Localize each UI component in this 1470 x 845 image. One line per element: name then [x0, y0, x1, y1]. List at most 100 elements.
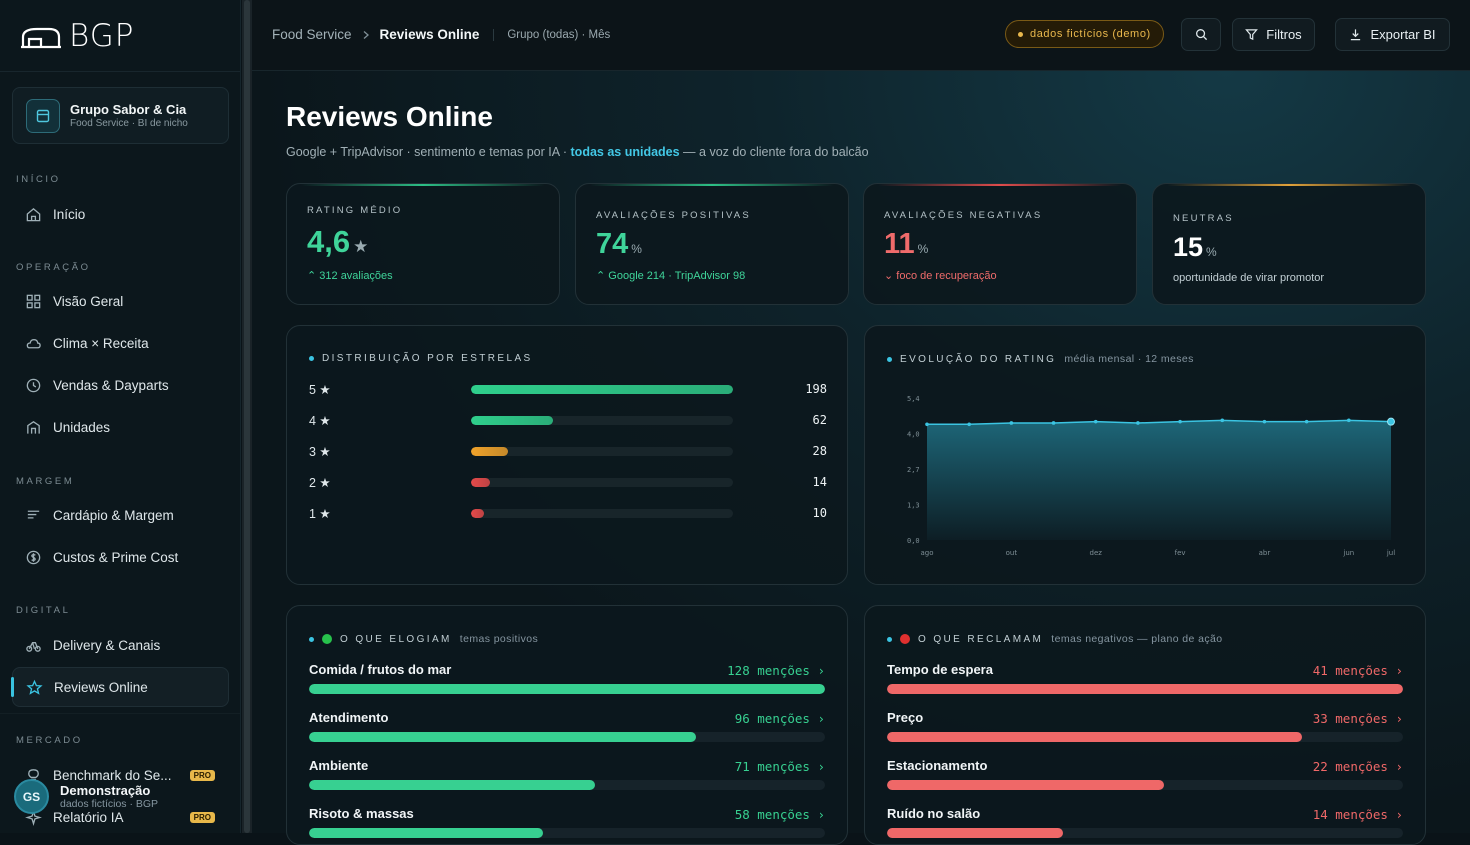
- star-row-count: 14: [812, 475, 827, 489]
- card-title-text: O QUE RECLAMAM: [918, 633, 1044, 645]
- kpi-value: 15%: [1173, 232, 1217, 263]
- sidebar-item-label: Clima × Receita: [53, 335, 149, 351]
- y-tick-label: 4,0: [907, 431, 920, 439]
- filters-button[interactable]: Filtros: [1232, 18, 1315, 51]
- rating-point: [1051, 421, 1056, 425]
- star-row: 2 ★ 14: [309, 475, 827, 490]
- star-bar: [471, 478, 490, 487]
- theme-bar: [309, 780, 596, 790]
- theme-row[interactable]: Ambiente 71 menções ›: [309, 758, 825, 794]
- kpi-note-text: foco de recuperação: [896, 270, 997, 282]
- theme-name: Atendimento: [309, 710, 389, 725]
- sidebar-item-label: Reviews Online: [54, 679, 148, 695]
- subtitle-scope-link[interactable]: todas as unidades: [570, 145, 680, 159]
- sidebar-item-label: Relatório IA: [53, 809, 124, 825]
- rating-evolution-card: EVOLUÇÃO DO RATING média mensal · 12 mese…: [864, 325, 1426, 585]
- user-name: Demonstração: [60, 783, 155, 798]
- star-row-label: 1 ★: [309, 507, 331, 521]
- card-subtitle: temas positivos: [459, 633, 539, 645]
- sidebar-item-label: Início: [53, 206, 86, 222]
- star-distribution-card: DISTRIBUIÇÃO POR ESTRELAS 5 ★ 198 4 ★ 62 3 ★…: [286, 325, 848, 585]
- kpi-value-number: 4,6: [307, 224, 351, 259]
- green-circle-icon: [322, 634, 332, 644]
- star-bar-track: [471, 478, 733, 487]
- red-circle-icon: [900, 634, 910, 644]
- theme-count[interactable]: 33 menções ›: [1312, 711, 1403, 726]
- theme-bar: [887, 732, 1303, 742]
- breadcrumb-parent[interactable]: Food Service: [272, 27, 352, 42]
- section-digital: DIGITAL: [16, 605, 71, 616]
- y-tick-label: 2,7: [907, 466, 920, 474]
- theme-bar: [309, 684, 825, 694]
- theme-bar-track: [309, 828, 825, 838]
- rating-point: [1093, 419, 1098, 424]
- card-title: EVOLUÇÃO DO RATING média mensal · 12 mese…: [887, 353, 1194, 365]
- kpi-note: ⌃ 312 avaliações: [307, 270, 393, 282]
- dot-icon: [1018, 31, 1023, 37]
- sidebar-item-label: Custos & Prime Cost: [53, 549, 179, 565]
- theme-row[interactable]: Risoto & massas 58 menções ›: [309, 806, 825, 842]
- theme-row[interactable]: Comida / frutos do mar 128 menções ›: [309, 662, 825, 698]
- star-row: 3 ★ 28: [309, 444, 827, 459]
- theme-row[interactable]: Tempo de espera 41 menções ›: [887, 662, 1403, 698]
- sidebar-scrollbar[interactable]: [242, 0, 252, 833]
- kpi-value: 11%: [884, 228, 928, 261]
- sidebar-item-relatorio[interactable]: Relatório IA PRO: [12, 797, 229, 833]
- search-button[interactable]: [1181, 18, 1221, 51]
- sidebar-item-inicio[interactable]: Início: [12, 194, 229, 234]
- kpi-note-text: 312 avaliações: [319, 270, 393, 282]
- sidebar-item-cardapio[interactable]: Cardápio & Margem: [12, 495, 229, 535]
- section-margem: MARGEM: [16, 476, 75, 487]
- dot-icon: [887, 356, 892, 362]
- theme-count[interactable]: 58 menções ›: [734, 807, 825, 822]
- kpi-value: 4,6 ★: [307, 224, 368, 260]
- card-title: O QUE ELOGIAM temas positivos: [309, 633, 538, 645]
- org-switcher[interactable]: Grupo Sabor & Cia Food Service · BI de n…: [12, 87, 229, 144]
- y-tick-label: 0,0: [907, 537, 920, 545]
- sidebar-item-custos[interactable]: Custos & Prime Cost: [12, 537, 229, 577]
- kpi-label: AVALIAÇÕES POSITIVAS: [596, 210, 751, 221]
- theme-name: Preço: [887, 710, 924, 725]
- export-button[interactable]: Exportar BI: [1335, 18, 1450, 51]
- theme-bar-track: [887, 828, 1403, 838]
- kpi-value-number: 15: [1173, 232, 1204, 262]
- rating-point: [1262, 419, 1267, 424]
- theme-row[interactable]: Preço 33 menções ›: [887, 710, 1403, 746]
- kpi-value-number: 74: [596, 228, 629, 260]
- theme-row[interactable]: Estacionamento 22 menções ›: [887, 758, 1403, 794]
- sidebar-item-vendas[interactable]: Vendas & Dayparts: [12, 365, 229, 405]
- theme-count[interactable]: 71 menções ›: [734, 759, 825, 774]
- kpi-card-negative: AVALIAÇÕES NEGATIVAS 11% ⌄ foco de recup…: [863, 183, 1137, 305]
- rating-point: [1387, 417, 1395, 426]
- sidebar-item-benchmark[interactable]: Benchmark do Se... PRO: [12, 755, 229, 795]
- theme-bar-track: [887, 684, 1403, 694]
- sidebar-item-delivery[interactable]: Delivery & Canais: [12, 625, 229, 665]
- logo[interactable]: BGP: [19, 18, 134, 54]
- breadcrumb: Food Service Reviews Online Grupo (todas…: [272, 27, 610, 42]
- sidebar-item-reviews[interactable]: Reviews Online: [11, 667, 229, 707]
- kpi-card-rating: RATING MÉDIO 4,6 ★ ⌃ 312 avaliações: [286, 183, 560, 305]
- user-menu[interactable]: GS Demonstração dados fictícios · BGP: [0, 764, 240, 833]
- rating-line: [927, 419, 1392, 426]
- star-icon: ★: [353, 237, 369, 256]
- theme-bar: [309, 732, 696, 742]
- theme-count[interactable]: 128 menções ›: [727, 663, 825, 678]
- dot-icon: [887, 636, 892, 642]
- rating-area: [927, 420, 1391, 540]
- theme-row[interactable]: Atendimento 96 menções ›: [309, 710, 825, 746]
- theme-count[interactable]: 14 menções ›: [1312, 807, 1403, 822]
- star-row: 4 ★ 62: [309, 413, 827, 428]
- theme-count[interactable]: 96 menções ›: [734, 711, 825, 726]
- theme-count[interactable]: 41 menções ›: [1312, 663, 1403, 678]
- main-content: Reviews Online Google + TripAdvisor · se…: [252, 71, 1470, 845]
- kpi-value-number: 11: [884, 228, 915, 260]
- sidebar-item-visao-geral[interactable]: Visão Geral: [12, 281, 229, 321]
- theme-row[interactable]: Ruído no salão 14 menções ›: [887, 806, 1403, 842]
- sidebar-item-unidades[interactable]: Unidades: [12, 407, 229, 447]
- star-row: 1 ★ 10: [309, 506, 827, 521]
- avatar: GS: [14, 779, 49, 814]
- sidebar-item-clima-receita[interactable]: Clima × Receita: [12, 323, 229, 363]
- theme-bar-track: [309, 780, 825, 790]
- theme-count[interactable]: 22 menções ›: [1312, 759, 1403, 774]
